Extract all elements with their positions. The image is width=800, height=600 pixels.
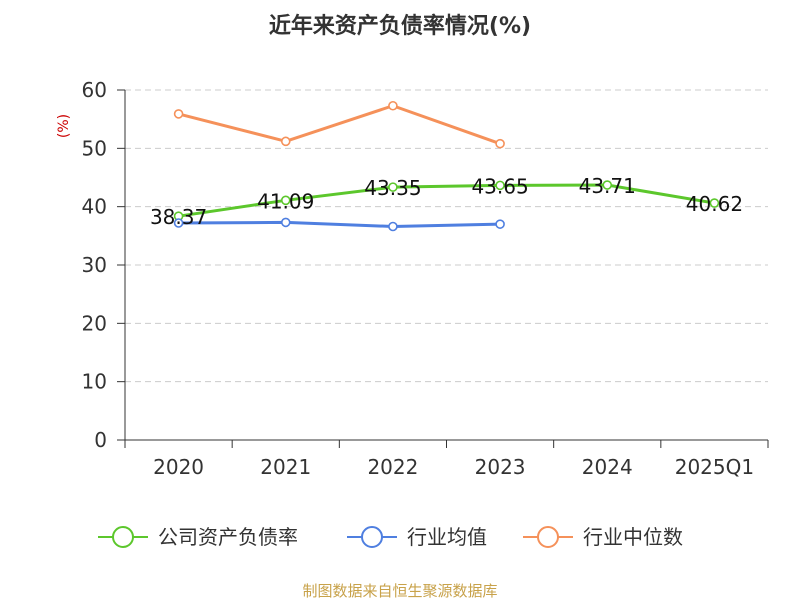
series-point-1 [280, 217, 291, 228]
series-point-0 [602, 180, 613, 190]
legend: 公司资产负债率 行业均值 行业中位数 [98, 525, 683, 549]
x-tick-label: 2022 [367, 455, 418, 479]
legend-label-1: 行业均值 [407, 525, 487, 549]
legend-marker-0 [112, 526, 134, 548]
data-label: 40.62 [686, 192, 743, 216]
series-point-0 [709, 198, 720, 208]
y-tick-label: 30 [82, 253, 107, 277]
y-tick-label: 50 [82, 136, 107, 160]
x-tick-label: 2025Q1 [675, 455, 754, 479]
legend-marker-1 [361, 526, 383, 548]
series-point-1 [388, 221, 398, 232]
x-tick-label: 2023 [475, 455, 526, 479]
x-tick-label: 2021 [260, 455, 311, 479]
y-tick-label: 60 [82, 78, 107, 102]
source-note: 制图数据来自恒生聚源数据库 [302, 582, 497, 600]
legend-label-2: 行业中位数 [583, 525, 683, 549]
series-point-0 [388, 182, 398, 192]
axes: 0 10 20 30 40 50 60 2020 2021 2022 2023 2024 2025Q1 [82, 78, 769, 479]
x-tick-label: 2020 [153, 455, 204, 479]
series-point-2 [388, 100, 398, 111]
series-point-2 [173, 109, 184, 119]
legend-marker-2 [537, 526, 559, 548]
data-labels: 38.37 41.09 43.35 43.65 43.71 40.62 [150, 174, 743, 229]
y-tick-label: 40 [82, 195, 107, 219]
x-tick-label: 2024 [582, 455, 633, 479]
series-point-2 [495, 138, 505, 149]
series-line-1 [178, 220, 501, 228]
y-tick-label: 10 [82, 370, 107, 394]
series-point-1 [495, 219, 505, 229]
data-label: 38.37 [150, 205, 207, 229]
series-point-1 [173, 218, 184, 228]
y-tick-label: 0 [94, 428, 107, 452]
chart-title: 近年来资产负债率情况(%) [269, 13, 531, 39]
series-point-0 [280, 195, 291, 206]
grid-lines [125, 89, 768, 383]
legend-label-0: 公司资产负债率 [158, 525, 298, 549]
series-point-2 [280, 136, 291, 147]
series-point-0 [495, 180, 505, 191]
y-axis-unit: (%) [56, 114, 72, 138]
series-layer [173, 100, 720, 232]
data-label: 43.71 [579, 174, 636, 198]
series-line-2 [178, 104, 501, 146]
data-label: 43.65 [471, 174, 528, 198]
data-label: 41.09 [257, 189, 314, 213]
y-tick-label: 20 [82, 311, 107, 335]
data-label: 43.35 [364, 176, 421, 200]
series-line-0 [178, 183, 715, 218]
